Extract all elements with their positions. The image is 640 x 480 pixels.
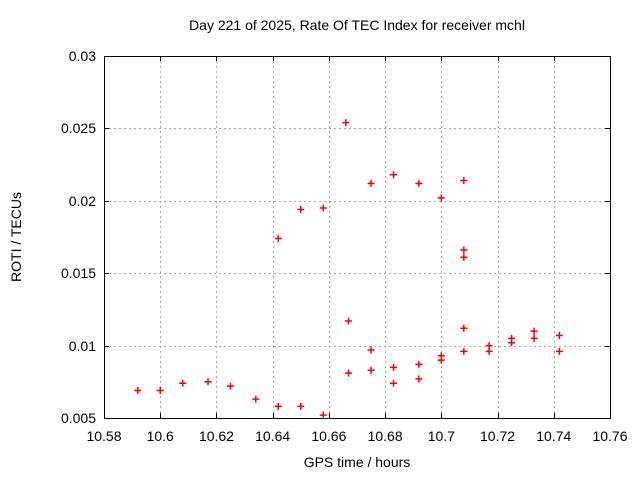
x-tick-label: 10.72: [480, 428, 516, 444]
data-point-marker: [156, 386, 164, 394]
x-tick-label: 10.68: [367, 428, 403, 444]
data-point-marker: [437, 194, 445, 202]
y-tick-label: 0.02: [68, 192, 96, 209]
y-tick-label: 0.015: [60, 265, 96, 282]
data-point-marker: [390, 379, 398, 387]
x-tick-label: 10.64: [255, 428, 291, 444]
data-point-marker: [297, 402, 305, 410]
data-point-marker: [508, 339, 516, 347]
data-point-marker: [345, 369, 353, 377]
data-point-marker: [530, 327, 538, 335]
data-point-marker: [437, 356, 445, 364]
data-point-marker: [274, 234, 282, 242]
data-point-marker: [179, 379, 187, 387]
data-point-marker: [555, 331, 563, 339]
x-tick-label: 10.76: [592, 428, 628, 444]
data-point-marker: [367, 366, 375, 374]
data-point-marker: [485, 347, 493, 355]
data-point-marker: [345, 317, 353, 325]
x-axis-label: GPS time / hours: [303, 454, 411, 470]
data-point-marker: [460, 253, 468, 261]
data-point-marker: [390, 363, 398, 371]
x-tick-label: 10.58: [86, 428, 122, 444]
data-point-marker: [367, 179, 375, 187]
x-tick-label: 10.62: [198, 428, 234, 444]
data-point-marker: [342, 119, 350, 127]
y-tick-label: 0.025: [60, 120, 96, 137]
data-point-marker: [204, 378, 212, 386]
data-point-marker: [530, 334, 538, 342]
data-point-marker: [252, 395, 260, 403]
data-point-marker: [415, 360, 423, 368]
data-point-marker: [415, 375, 423, 383]
data-point-marker: [460, 324, 468, 332]
data-point-marker: [460, 347, 468, 355]
plot-border: [104, 56, 611, 419]
data-point-marker: [227, 382, 234, 390]
data-point-marker: [390, 171, 398, 179]
data-point-marker: [319, 204, 327, 212]
data-point-marker: [297, 205, 305, 213]
data-point-marker: [367, 346, 375, 354]
y-tick-label: 0.01: [68, 337, 96, 354]
x-tick-label: 10.6: [146, 428, 174, 444]
x-tick-label: 10.74: [536, 428, 572, 444]
x-tick-label: 10.7: [427, 428, 455, 444]
data-point-marker: [134, 386, 142, 394]
y-tick-label: 0.005: [60, 410, 96, 426]
chart-title: Day 221 of 2025, Rate Of TEC Index for r…: [189, 17, 525, 33]
data-point-marker: [460, 177, 468, 185]
data-point-marker: [415, 179, 423, 187]
y-tick-label: 0.03: [68, 48, 96, 64]
data-point-marker: [274, 402, 282, 410]
data-point-marker: [460, 246, 468, 254]
x-tick-label: 10.66: [311, 428, 347, 444]
data-point-marker: [555, 347, 563, 355]
data-point-marker: [319, 411, 327, 419]
